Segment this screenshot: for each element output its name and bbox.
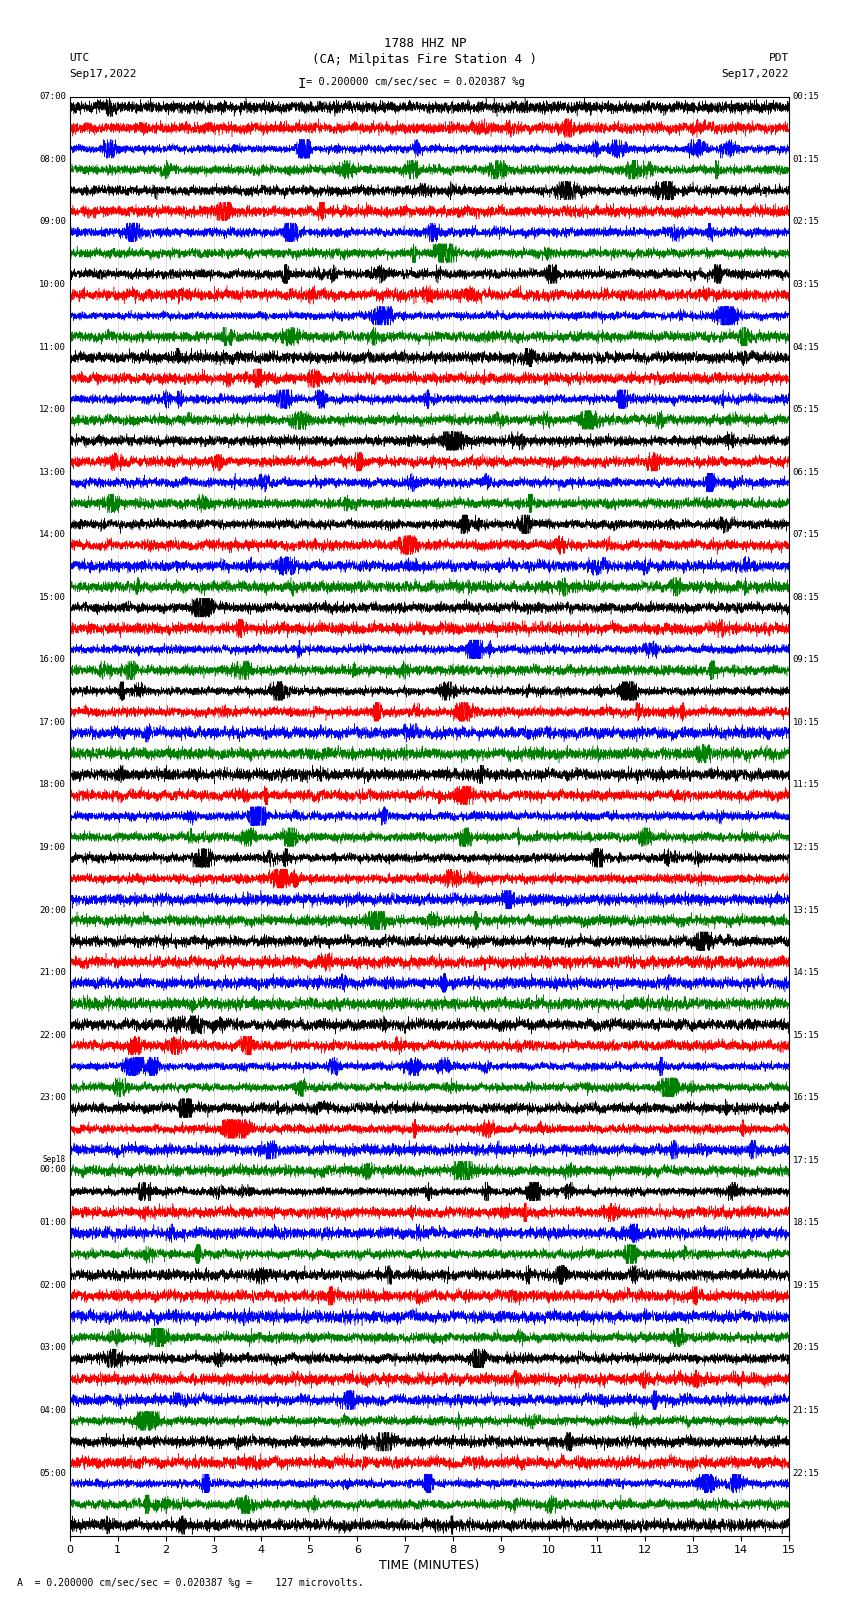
Text: A  = 0.200000 cm/sec/sec = 0.020387 %g =    127 microvolts.: A = 0.200000 cm/sec/sec = 0.020387 %g = … [17,1578,364,1587]
Text: 09:00: 09:00 [39,218,66,226]
Text: 14:00: 14:00 [39,531,66,539]
Text: 17:15: 17:15 [792,1157,819,1165]
Text: 18:15: 18:15 [792,1218,819,1227]
Text: 18:00: 18:00 [39,781,66,789]
Text: 21:00: 21:00 [39,968,66,977]
Text: 20:15: 20:15 [792,1344,819,1352]
Text: PDT: PDT [768,53,789,63]
Text: 01:15: 01:15 [792,155,819,165]
Text: 04:00: 04:00 [39,1407,66,1415]
Text: Sep18: Sep18 [43,1155,66,1163]
Text: 05:00: 05:00 [39,1468,66,1478]
Text: 21:15: 21:15 [792,1407,819,1415]
Text: 16:00: 16:00 [39,655,66,665]
Text: Sep17,2022: Sep17,2022 [70,69,137,79]
Text: 12:00: 12:00 [39,405,66,415]
Text: 08:00: 08:00 [39,155,66,165]
Text: 11:00: 11:00 [39,342,66,352]
Text: 04:15: 04:15 [792,342,819,352]
Text: 1788 HHZ NP: 1788 HHZ NP [383,37,467,50]
Text: 19:00: 19:00 [39,844,66,852]
Text: 10:15: 10:15 [792,718,819,727]
Text: 01:00: 01:00 [39,1218,66,1227]
Text: 10:00: 10:00 [39,281,66,289]
Text: Sep17,2022: Sep17,2022 [722,69,789,79]
Text: 16:15: 16:15 [792,1094,819,1102]
Text: = 0.200000 cm/sec/sec = 0.020387 %g: = 0.200000 cm/sec/sec = 0.020387 %g [306,77,524,87]
Text: 15:15: 15:15 [792,1031,819,1040]
Text: 13:15: 13:15 [792,905,819,915]
X-axis label: TIME (MINUTES): TIME (MINUTES) [379,1560,479,1573]
Text: 00:00: 00:00 [39,1165,66,1174]
Text: 06:15: 06:15 [792,468,819,476]
Text: 07:00: 07:00 [39,92,66,102]
Text: 02:15: 02:15 [792,218,819,226]
Text: 15:00: 15:00 [39,592,66,602]
Text: 09:15: 09:15 [792,655,819,665]
Text: 22:00: 22:00 [39,1031,66,1040]
Text: (CA; Milpitas Fire Station 4 ): (CA; Milpitas Fire Station 4 ) [313,53,537,66]
Text: 03:15: 03:15 [792,281,819,289]
Text: I: I [298,77,306,92]
Text: 23:00: 23:00 [39,1094,66,1102]
Text: 05:15: 05:15 [792,405,819,415]
Text: 13:00: 13:00 [39,468,66,476]
Text: 00:15: 00:15 [792,92,819,102]
Text: 17:00: 17:00 [39,718,66,727]
Text: 14:15: 14:15 [792,968,819,977]
Text: 20:00: 20:00 [39,905,66,915]
Text: 11:15: 11:15 [792,781,819,789]
Text: 03:00: 03:00 [39,1344,66,1352]
Text: 02:00: 02:00 [39,1281,66,1290]
Text: 08:15: 08:15 [792,592,819,602]
Text: 07:15: 07:15 [792,531,819,539]
Text: 22:15: 22:15 [792,1468,819,1478]
Text: 12:15: 12:15 [792,844,819,852]
Text: UTC: UTC [70,53,90,63]
Text: 19:15: 19:15 [792,1281,819,1290]
